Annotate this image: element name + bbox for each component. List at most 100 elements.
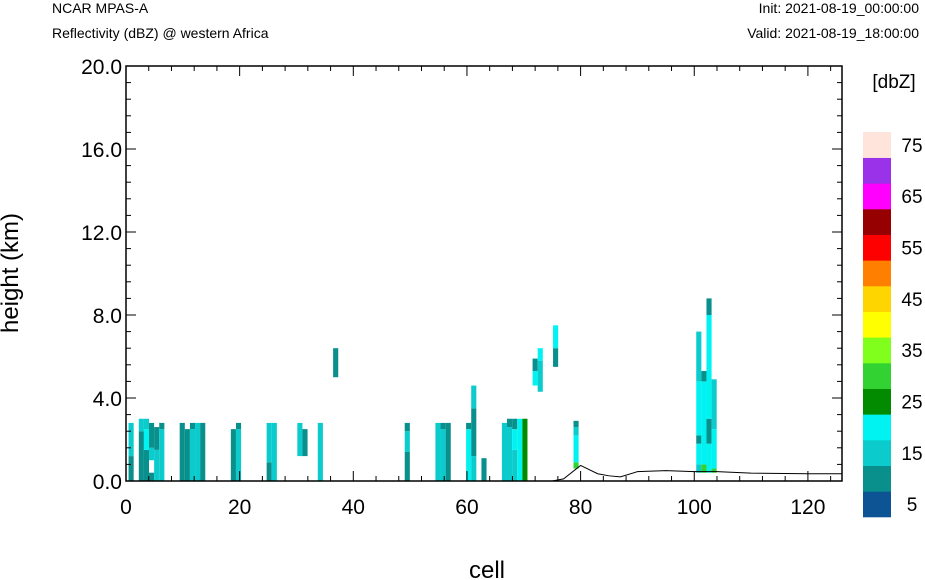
reflectivity-cell — [501, 422, 508, 481]
reflectivity-cell — [507, 418, 513, 428]
colorbar-swatch — [863, 183, 891, 210]
colorbar-label: 65 — [901, 187, 922, 208]
reflectivity-cell — [573, 420, 579, 428]
colorbar-swatch — [863, 260, 891, 287]
x-tick-label: 120 — [790, 496, 825, 519]
reflectivity-cell — [235, 422, 242, 430]
reflectivity-cell — [143, 429, 150, 450]
terrain-profile — [126, 464, 842, 482]
reflectivity-cell — [573, 427, 579, 436]
colorbar-label: 15 — [901, 444, 922, 465]
reflectivity-cell — [466, 422, 472, 430]
reflectivity-cell — [333, 348, 339, 378]
reflectivity-cell — [138, 431, 144, 481]
reflectivity-cell — [466, 429, 472, 481]
colorbar-label: 75 — [901, 136, 922, 157]
colorbar-swatch — [863, 363, 891, 389]
x-axis-label: cell — [469, 557, 505, 580]
colorbar-swatch — [863, 157, 891, 184]
reflectivity-cell — [266, 462, 272, 481]
reflectivity-cell — [440, 429, 446, 481]
reflectivity-cell — [143, 449, 150, 481]
colorbar-swatch — [863, 209, 891, 235]
y-axis-label: height (km) — [0, 213, 24, 333]
reflectivity-cell — [537, 360, 543, 392]
init-time: Init: 2021-08-19_00:00:00 — [758, 0, 919, 16]
reflectivity-cell — [297, 422, 303, 457]
colorbar-swatch — [863, 311, 891, 338]
reflectivity-cell — [445, 422, 451, 481]
reflectivity-cell — [696, 435, 702, 444]
reflectivity-cell — [696, 331, 702, 382]
reflectivity-cell — [404, 431, 410, 452]
reflectivity-cell — [271, 422, 277, 481]
terrain-line — [126, 464, 842, 482]
colorbar-swatch — [863, 491, 891, 518]
colorbar-swatch — [863, 388, 891, 415]
x-tick-label: 0 — [120, 496, 132, 519]
plot-frame — [125, 65, 843, 482]
y-tick-label: 0.0 — [93, 471, 122, 494]
reflectivity-cell — [235, 429, 242, 481]
colorbar-label: 25 — [901, 393, 922, 414]
colorbar: 5 15 25 35 45 55 65 75 [dbZ] — [863, 72, 923, 518]
reflectivity-cell — [706, 418, 712, 444]
colorbar-swatch — [863, 286, 891, 312]
y-tick-label: 8.0 — [93, 305, 122, 328]
reflectivity-cell — [302, 429, 308, 457]
reflectivity-cell — [573, 462, 579, 469]
reflectivity-cell — [706, 298, 712, 315]
reflectivity-cell — [154, 427, 160, 450]
reflectivity-cell — [537, 348, 543, 361]
colorbar-swatch — [863, 132, 891, 158]
reflectivity-cell — [143, 418, 150, 430]
reflectivity-cell — [159, 422, 165, 430]
reflectivity-cell — [189, 422, 196, 430]
reflectivity-cell — [317, 422, 323, 481]
reflectivity-cell — [573, 435, 579, 463]
reflectivity-cell — [701, 371, 707, 382]
reflectivity-cell — [179, 422, 185, 481]
reflectivity-cell — [440, 422, 446, 430]
reflectivity-cell — [230, 429, 236, 481]
reflectivity-cell — [512, 429, 518, 450]
reflectivity-cell — [706, 443, 712, 473]
colorbar-swatch — [863, 414, 891, 441]
reflectivity-cell — [701, 381, 707, 465]
x-tick-label: 100 — [677, 496, 712, 519]
reflectivity-cell — [696, 381, 702, 436]
reflectivity-cell — [195, 422, 201, 481]
reflectivity-cell — [553, 348, 559, 367]
reflectivity-cell — [711, 429, 717, 469]
reflectivity-cell — [471, 385, 477, 409]
reflectivity-cell — [149, 447, 155, 461]
reflectivity-cell — [435, 422, 441, 481]
reflectivity-cell — [706, 315, 712, 419]
colorbar-label: 35 — [901, 341, 922, 362]
reflectivity-cell — [532, 371, 538, 386]
x-tick-label: 40 — [342, 496, 365, 519]
reflectivity-cell — [404, 422, 410, 432]
reflectivity-cell — [154, 449, 160, 481]
colorbar-swatch — [863, 337, 891, 364]
reflectivity-cell — [711, 379, 717, 430]
valid-time: Valid: 2021-08-19_18:00:00 — [747, 25, 919, 41]
x-tick-label: 20 — [228, 496, 251, 519]
model-title: NCAR MPAS-A — [52, 0, 149, 16]
reflectivity-cell — [200, 422, 206, 481]
colorbar-swatch — [863, 465, 891, 492]
reflectivity-cell — [128, 456, 134, 481]
reflectivity-cell — [128, 422, 134, 457]
reflectivity-cell — [507, 427, 513, 481]
x-tick-label: 80 — [569, 496, 592, 519]
reflectivity-cell — [512, 418, 518, 430]
colorbar-swatch — [863, 440, 891, 466]
colorbar-label: 45 — [901, 290, 922, 311]
reflectivity-cell — [701, 464, 707, 473]
reflectivity-cell — [532, 358, 538, 372]
reflectivity-cell — [696, 443, 702, 465]
y-tick-label: 4.0 — [93, 388, 122, 411]
reflectivity-cell — [404, 451, 410, 481]
reflectivity-cell — [471, 408, 477, 457]
